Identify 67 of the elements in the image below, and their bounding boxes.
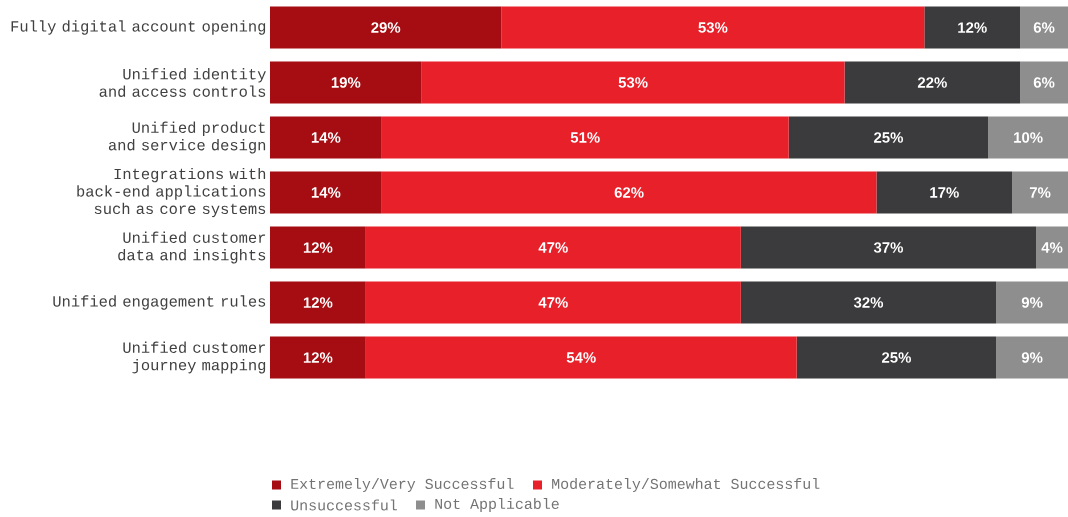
data-label: 12% <box>303 242 333 253</box>
bar <box>501 6 925 49</box>
data-label: 17% <box>930 187 959 198</box>
data-label: 29% <box>371 22 401 33</box>
data-label: 53% <box>698 22 728 33</box>
bar <box>270 281 366 324</box>
y-tick-label: Integrations with back-end applications such as core systems <box>77 167 266 218</box>
y-tick-label: Unified product and service design <box>108 121 266 154</box>
y-tick-label: Unified customer data and insights <box>118 231 266 264</box>
bar <box>1012 171 1068 214</box>
bar <box>270 336 366 379</box>
bar <box>740 226 1037 269</box>
legend-label: Moderately/Somewhat Successful <box>552 478 820 492</box>
data-label: 12% <box>303 297 333 308</box>
data-label: 47% <box>538 242 568 253</box>
data-label: 37% <box>873 242 904 253</box>
data-label: 19% <box>331 77 361 88</box>
bar <box>1020 6 1068 49</box>
data-label: 14% <box>311 132 341 143</box>
bar <box>1036 226 1068 269</box>
bar <box>365 226 741 269</box>
data-label: 14% <box>311 187 341 198</box>
data-label: 7% <box>1029 187 1051 198</box>
data-label: 53% <box>618 77 648 88</box>
data-label: 6% <box>1033 22 1055 33</box>
data-label: 54% <box>566 352 596 363</box>
legend-label: Unsuccessful <box>291 499 397 511</box>
bar <box>1020 61 1068 104</box>
bar <box>988 116 1068 159</box>
bar <box>381 171 877 214</box>
bar <box>365 336 797 379</box>
bar <box>270 6 502 49</box>
y-tick-label: Unified identity and access controls <box>99 68 266 97</box>
y-tick-label: Unified engagement rules <box>53 295 266 310</box>
bar <box>740 281 997 324</box>
data-label: 6% <box>1033 77 1055 88</box>
data-label: 12% <box>958 22 987 33</box>
data-label: 25% <box>874 132 904 143</box>
bar <box>796 336 997 379</box>
data-label: 62% <box>614 187 644 198</box>
legend-label: Not Applicable <box>435 498 559 512</box>
bar <box>996 281 1068 324</box>
legend-label: Extremely/Very Successful <box>291 478 514 492</box>
bar <box>270 116 382 159</box>
bar <box>876 171 1013 214</box>
data-label: 51% <box>570 132 600 143</box>
data-label: 25% <box>882 352 911 363</box>
bar <box>844 61 1021 104</box>
bar <box>788 116 989 159</box>
bar <box>365 281 741 324</box>
bar <box>924 6 1021 49</box>
data-label: 47% <box>538 297 568 308</box>
bar <box>996 336 1068 379</box>
data-label: 9% <box>1021 352 1043 363</box>
data-label: 32% <box>853 297 884 308</box>
data-label: 12% <box>303 352 333 363</box>
bar <box>270 61 422 104</box>
data-label: 22% <box>917 77 947 88</box>
bar <box>421 61 845 104</box>
bar <box>381 116 789 159</box>
y-tick-label: Fully digital account opening <box>11 20 266 35</box>
y-tick-label: Unified customer journey mapping <box>123 341 266 374</box>
data-label: 4% <box>1041 242 1063 253</box>
data-label: 10% <box>1014 132 1043 143</box>
data-label: 9% <box>1021 297 1043 308</box>
bar <box>270 171 382 214</box>
bar <box>270 226 366 269</box>
